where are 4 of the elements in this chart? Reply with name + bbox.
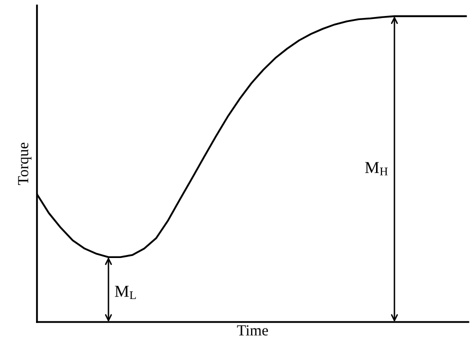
annotation: M$_{H}$ [365,162,388,176]
y-axis-title: Torque [18,142,32,185]
x-axis-title: Time [237,325,268,336]
annotation: M$_{L}$ [114,286,136,300]
